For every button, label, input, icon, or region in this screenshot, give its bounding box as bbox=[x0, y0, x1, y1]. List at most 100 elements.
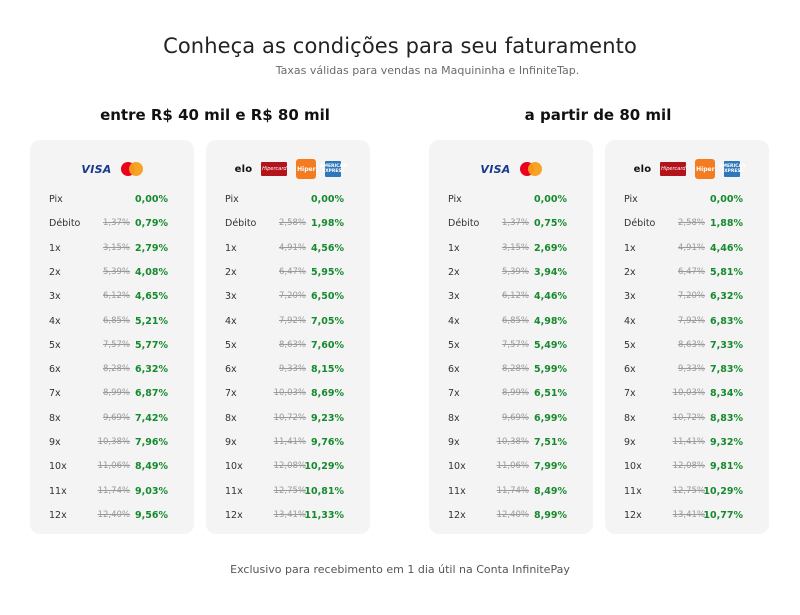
rate-row: 3x 7,20% 6,50% bbox=[206, 289, 370, 305]
installment-label: 2x bbox=[624, 266, 636, 278]
old-rate: 7,92% bbox=[677, 315, 705, 326]
rate-row: 5x 7,57% 5,49% bbox=[429, 338, 593, 354]
new-rate: 6,99% bbox=[534, 412, 567, 424]
old-rate: 6,47% bbox=[278, 266, 306, 277]
rate-row: 10x 12,08% 9,81% bbox=[605, 459, 769, 475]
rate-row: 8x 10,72% 9,23% bbox=[206, 411, 370, 427]
installment-label: 1x bbox=[448, 242, 460, 254]
old-rate: 7,57% bbox=[501, 339, 529, 350]
old-rate: 13,41% bbox=[273, 509, 306, 520]
visa-logo-icon: VISA bbox=[81, 162, 112, 176]
rate-row: Pix 0,00% bbox=[30, 192, 194, 208]
new-rate: 6,83% bbox=[710, 315, 743, 327]
old-rate: 6,85% bbox=[102, 315, 130, 326]
old-rate: 6,12% bbox=[102, 291, 130, 302]
elo-logo-icon: elo bbox=[633, 163, 652, 175]
rate-row: 2x 6,47% 5,81% bbox=[605, 265, 769, 281]
page-subtitle: Taxas válidas para vendas na Maquininha … bbox=[275, 64, 580, 77]
rate-card-visa-mastercard-tier-2: VISA Pix 0,00% Débito 1,37% 0,75% 1x 3,15% 2,69… bbox=[429, 140, 593, 534]
installment-label: Pix bbox=[49, 194, 63, 205]
rate-row: 5x 7,57% 5,77% bbox=[30, 338, 194, 354]
new-rate: 5,77% bbox=[135, 339, 168, 351]
installment-label: 6x bbox=[448, 364, 460, 376]
rate-row: 1x 4,91% 4,56% bbox=[206, 241, 370, 257]
rate-row: 11x 12,75% 10,29% bbox=[605, 484, 769, 500]
installment-label: 8x bbox=[49, 412, 61, 424]
installment-label: 4x bbox=[49, 315, 61, 327]
old-rate: 5,39% bbox=[102, 266, 130, 277]
old-rate: 10,03% bbox=[273, 388, 306, 399]
installment-label: 5x bbox=[448, 339, 460, 351]
old-rate: 12,08% bbox=[273, 461, 306, 472]
rate-row: Pix 0,00% bbox=[605, 192, 769, 208]
new-rate: 9,32% bbox=[710, 437, 743, 448]
hipercard-logo-icon: Hipercard bbox=[261, 162, 288, 176]
installment-label: 8x bbox=[624, 412, 636, 424]
installment-label: 6x bbox=[225, 364, 237, 376]
rate-row: 11x 12,75% 10,81% bbox=[206, 484, 370, 500]
rate-row: 6x 9,33% 8,15% bbox=[206, 362, 370, 378]
page-title: Conheça as condições para seu faturament… bbox=[163, 34, 637, 58]
old-rate: 11,74% bbox=[97, 485, 130, 496]
old-rate: 12,75% bbox=[672, 485, 705, 496]
rate-row: 4x 7,92% 6,83% bbox=[605, 314, 769, 330]
old-rate: 8,63% bbox=[677, 339, 705, 350]
old-rate: 6,85% bbox=[501, 315, 529, 326]
old-rate: 8,28% bbox=[102, 364, 130, 375]
rate-row: 6x 8,28% 6,32% bbox=[30, 362, 194, 378]
elo-logo-icon: elo bbox=[234, 163, 253, 175]
installment-label: Pix bbox=[624, 194, 638, 205]
new-rate: 5,95% bbox=[311, 266, 344, 278]
rate-row: 9x 10,38% 7,51% bbox=[429, 435, 593, 451]
old-rate: 7,20% bbox=[278, 291, 306, 302]
new-rate: 5,81% bbox=[710, 266, 743, 278]
installment-label: 2x bbox=[49, 266, 61, 278]
rate-row: 1x 3,15% 2,69% bbox=[429, 241, 593, 257]
rate-row: 12x 13,41% 11,33% bbox=[206, 508, 370, 524]
old-rate: 9,69% bbox=[102, 412, 130, 423]
new-rate: 8,15% bbox=[311, 364, 344, 376]
installment-label: 6x bbox=[49, 364, 61, 376]
old-rate: 4,91% bbox=[677, 242, 705, 253]
installment-label: Débito bbox=[49, 218, 81, 230]
new-rate: 1,98% bbox=[311, 218, 344, 230]
rate-row: 10x 11,06% 8,49% bbox=[30, 459, 194, 475]
new-rate: 8,49% bbox=[135, 461, 168, 473]
installment-label: 4x bbox=[624, 315, 636, 327]
installment-label: 9x bbox=[49, 437, 61, 448]
installment-label: 2x bbox=[448, 266, 460, 278]
old-rate: 11,74% bbox=[496, 485, 529, 496]
rate-row: 12x 13,41% 10,77% bbox=[605, 508, 769, 524]
old-rate: 2,58% bbox=[278, 218, 306, 229]
rate-row: 4x 6,85% 4,98% bbox=[429, 314, 593, 330]
installment-label: Débito bbox=[624, 218, 656, 230]
rate-row: 9x 10,38% 7,96% bbox=[30, 435, 194, 451]
new-rate: 6,50% bbox=[311, 291, 344, 303]
visa-logo-icon: VISA bbox=[480, 162, 511, 176]
old-rate: 3,15% bbox=[501, 242, 529, 253]
rate-row: 5x 8,63% 7,33% bbox=[605, 338, 769, 354]
installment-label: 7x bbox=[448, 388, 460, 400]
rate-row: 2x 5,39% 3,94% bbox=[429, 265, 593, 281]
rate-row: Débito 2,58% 1,98% bbox=[206, 216, 370, 232]
rate-row: 3x 6,12% 4,65% bbox=[30, 289, 194, 305]
old-rate: 10,72% bbox=[672, 412, 705, 423]
rate-row: 4x 7,92% 7,05% bbox=[206, 314, 370, 330]
new-rate: 8,83% bbox=[710, 412, 743, 424]
rate-card-elo-hiper-amex-tier-1: elo Hipercard Hiper AMERICAN EXPRESS Pix 0… bbox=[206, 140, 370, 534]
old-rate: 11,06% bbox=[496, 461, 529, 472]
old-rate: 10,38% bbox=[496, 437, 529, 447]
old-rate: 5,39% bbox=[501, 266, 529, 277]
old-rate: 8,28% bbox=[501, 364, 529, 375]
rate-row: 7x 8,99% 6,51% bbox=[429, 386, 593, 402]
rate-row: 6x 9,33% 7,83% bbox=[605, 362, 769, 378]
old-rate: 8,99% bbox=[102, 388, 130, 399]
new-rate: 9,03% bbox=[135, 485, 168, 497]
new-rate: 8,99% bbox=[534, 509, 567, 521]
installment-label: 9x bbox=[448, 437, 460, 448]
new-rate: 10,77% bbox=[703, 509, 743, 521]
installment-label: 4x bbox=[448, 315, 460, 327]
installment-label: 12x bbox=[448, 509, 466, 521]
new-rate: 7,60% bbox=[311, 339, 344, 351]
hiper-logo-icon: Hiper bbox=[695, 159, 716, 179]
